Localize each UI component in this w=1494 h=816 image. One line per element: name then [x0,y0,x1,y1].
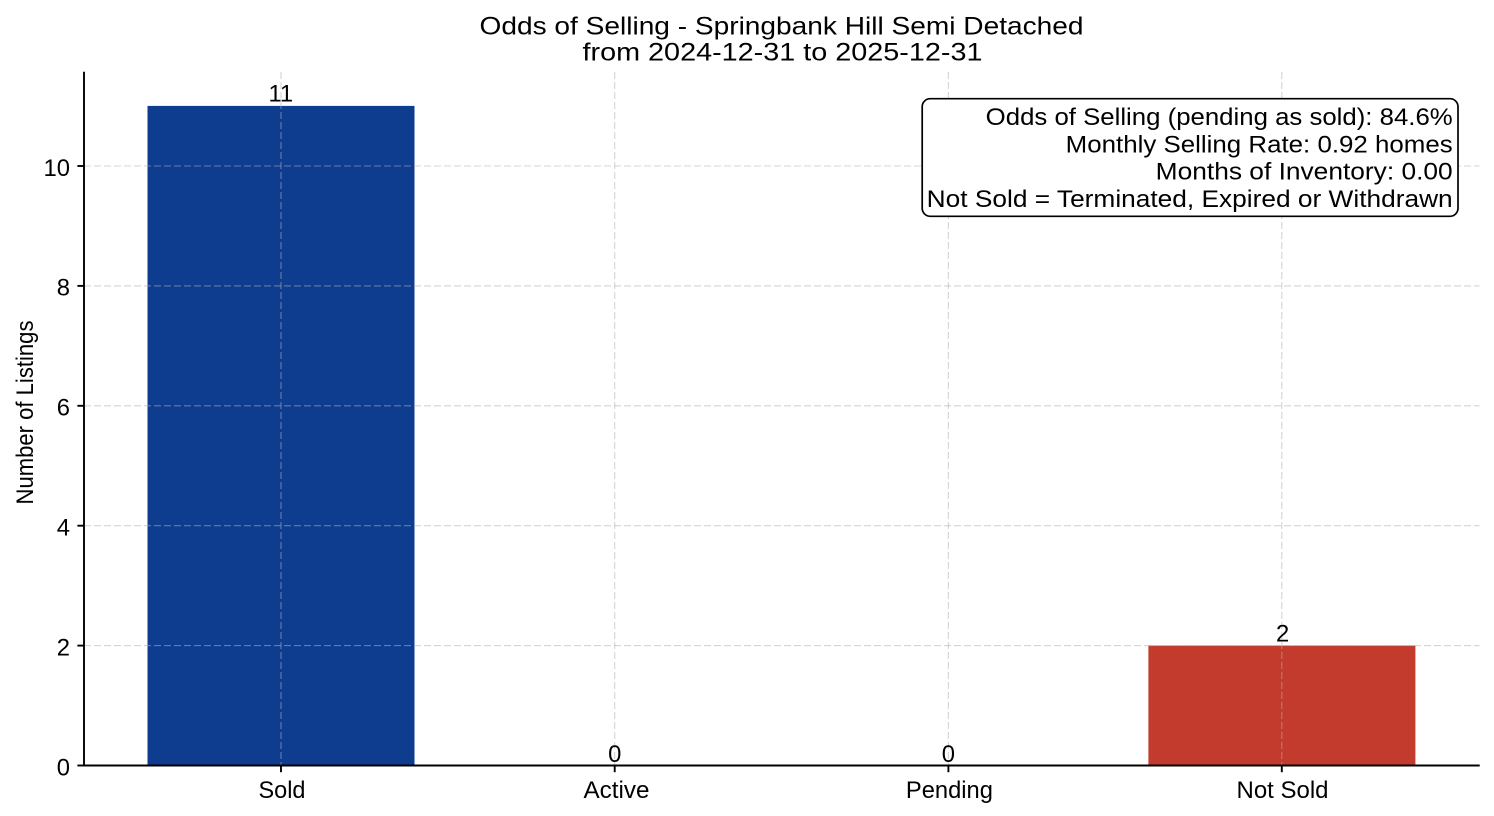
svg-text:4: 4 [57,515,70,542]
svg-text:2: 2 [1276,621,1289,648]
svg-text:8: 8 [57,275,70,302]
svg-text:Not Sold = Terminated, Expired: Not Sold = Terminated, Expired or Withdr… [927,186,1453,213]
svg-text:6: 6 [57,395,70,422]
svg-text:Months of Inventory: 0.00: Months of Inventory: 0.00 [1156,159,1453,186]
svg-text:Odds of Selling - Springbank H: Odds of Selling - Springbank Hill Semi D… [480,13,1084,40]
svg-text:0: 0 [942,741,955,768]
svg-text:0: 0 [57,754,70,781]
svg-text:Active: Active [584,777,650,804]
svg-text:Number of Listings: Number of Listings [12,320,39,504]
svg-text:Odds of Selling (pending as so: Odds of Selling (pending as sold): 84.6% [986,104,1453,131]
svg-text:Sold: Sold [259,777,306,804]
svg-text:10: 10 [44,155,70,182]
svg-text:Not Sold: Not Sold [1237,777,1329,804]
svg-text:11: 11 [268,80,293,107]
svg-text:2: 2 [57,634,70,661]
svg-text:Pending: Pending [906,777,993,804]
svg-text:from 2024-12-31 to 2025-12-31: from 2024-12-31 to 2025-12-31 [583,40,983,67]
svg-text:Monthly Selling Rate: 0.92 hom: Monthly Selling Rate: 0.92 homes [1066,131,1453,158]
svg-text:0: 0 [608,741,621,768]
